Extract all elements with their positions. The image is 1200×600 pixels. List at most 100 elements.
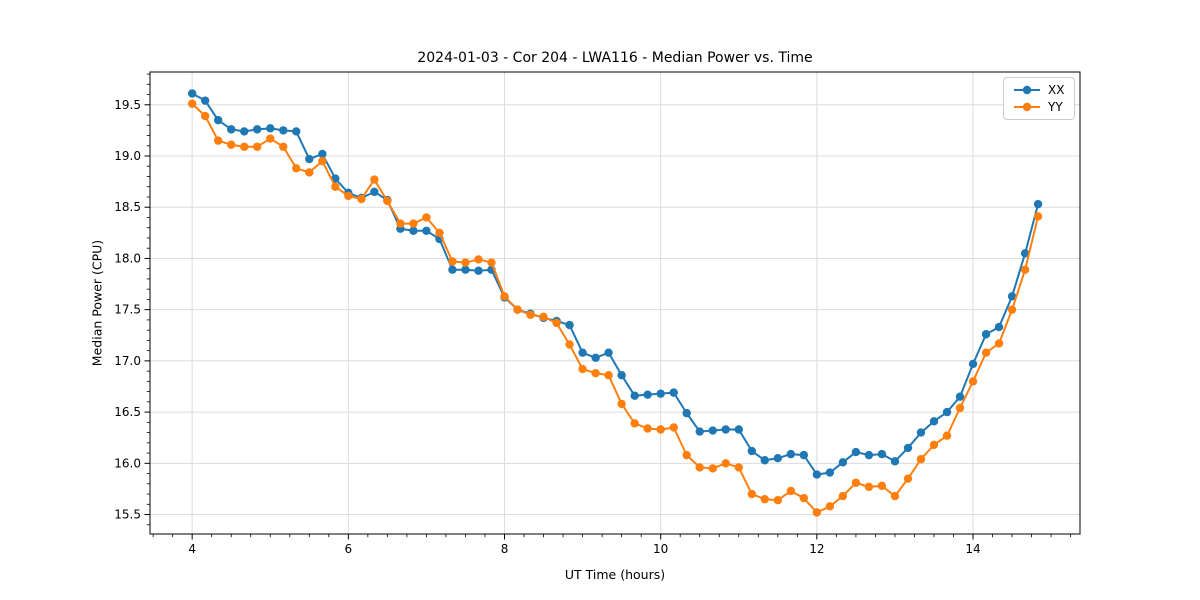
data-point	[851, 478, 861, 487]
x-tick-label: 6	[345, 542, 353, 556]
data-point	[1020, 249, 1030, 258]
data-point	[773, 454, 783, 463]
data-point	[760, 456, 769, 465]
data-point	[591, 368, 600, 378]
data-point	[760, 494, 769, 504]
data-point	[890, 457, 900, 466]
data-point	[526, 310, 535, 319]
data-point	[630, 419, 639, 428]
legend-swatch-xx	[1014, 85, 1040, 95]
data-point	[708, 464, 717, 473]
data-point	[1007, 305, 1017, 314]
data-point	[409, 219, 418, 228]
data-point	[838, 458, 848, 467]
data-point	[747, 489, 757, 499]
series-yy-line	[191, 103, 1040, 514]
data-point	[422, 226, 431, 235]
legend-label-xx: XX	[1048, 83, 1065, 97]
x-axis-label: UT Time (hours)	[564, 567, 666, 582]
data-point	[942, 431, 952, 440]
data-point	[305, 154, 314, 164]
data-point	[721, 459, 730, 468]
data-point	[461, 258, 470, 267]
data-point	[240, 127, 249, 136]
data-point	[1033, 212, 1043, 221]
data-point	[955, 392, 965, 401]
data-point	[825, 468, 835, 477]
data-point	[266, 124, 275, 133]
y-tick-label: 16.0	[114, 456, 141, 470]
series-xx-line	[191, 92, 1040, 476]
data-point	[773, 496, 783, 505]
plot-frame	[149, 71, 1081, 535]
data-point	[981, 348, 991, 357]
data-point	[994, 322, 1004, 332]
data-point	[213, 136, 223, 145]
data-point	[695, 463, 704, 472]
data-point	[201, 96, 210, 105]
data-point	[994, 339, 1004, 348]
y-tick-label: 19.5	[114, 98, 141, 112]
data-point	[617, 399, 626, 409]
data-point	[864, 482, 874, 492]
data-point	[591, 353, 600, 362]
data-point	[916, 455, 926, 464]
data-point	[695, 427, 704, 436]
data-point	[201, 111, 210, 121]
data-point	[968, 377, 978, 386]
data-point	[812, 470, 822, 479]
data-point	[877, 481, 887, 491]
data-point	[279, 142, 288, 151]
data-point	[981, 330, 991, 339]
data-point	[318, 149, 327, 159]
data-point	[877, 449, 887, 459]
data-point	[903, 474, 913, 483]
data-point	[253, 125, 262, 134]
data-point	[656, 425, 665, 434]
data-point	[799, 493, 809, 503]
data-point	[187, 89, 197, 98]
data-point	[383, 196, 392, 206]
data-point	[942, 407, 952, 417]
y-tick-label: 17.0	[114, 354, 141, 368]
data-point	[786, 449, 796, 459]
data-point	[604, 371, 613, 380]
data-point	[370, 175, 379, 184]
data-point	[734, 463, 743, 472]
data-point	[396, 219, 405, 228]
data-point	[318, 156, 327, 166]
data-point	[539, 312, 548, 322]
data-point	[968, 359, 978, 369]
chart-title: 2024-01-03 - Cor 204 - LWA116 - Median P…	[417, 50, 813, 66]
data-point	[604, 348, 613, 357]
data-point	[266, 134, 275, 143]
data-point	[227, 125, 236, 134]
legend-swatch-yy	[1014, 102, 1040, 112]
x-tick-label: 4	[188, 542, 196, 556]
data-point	[187, 99, 197, 108]
data-point	[448, 257, 457, 266]
y-tick-label: 16.5	[114, 405, 141, 419]
data-point	[578, 348, 587, 357]
data-point	[903, 443, 913, 453]
data-point	[422, 213, 431, 222]
data-point	[474, 266, 483, 275]
legend-item-xx: XX	[1012, 83, 1064, 97]
data-point	[292, 127, 301, 136]
data-point	[929, 440, 939, 450]
data-point	[708, 426, 717, 435]
data-point	[656, 389, 665, 398]
data-point	[682, 450, 691, 460]
data-point	[1007, 292, 1017, 301]
data-point	[253, 142, 262, 151]
data-point	[474, 255, 483, 264]
data-point	[916, 428, 926, 437]
data-point	[279, 126, 288, 135]
data-point	[669, 423, 678, 432]
data-point	[344, 191, 353, 201]
x-tick-label: 14	[965, 542, 980, 556]
data-point	[747, 446, 757, 456]
data-point	[565, 320, 574, 330]
